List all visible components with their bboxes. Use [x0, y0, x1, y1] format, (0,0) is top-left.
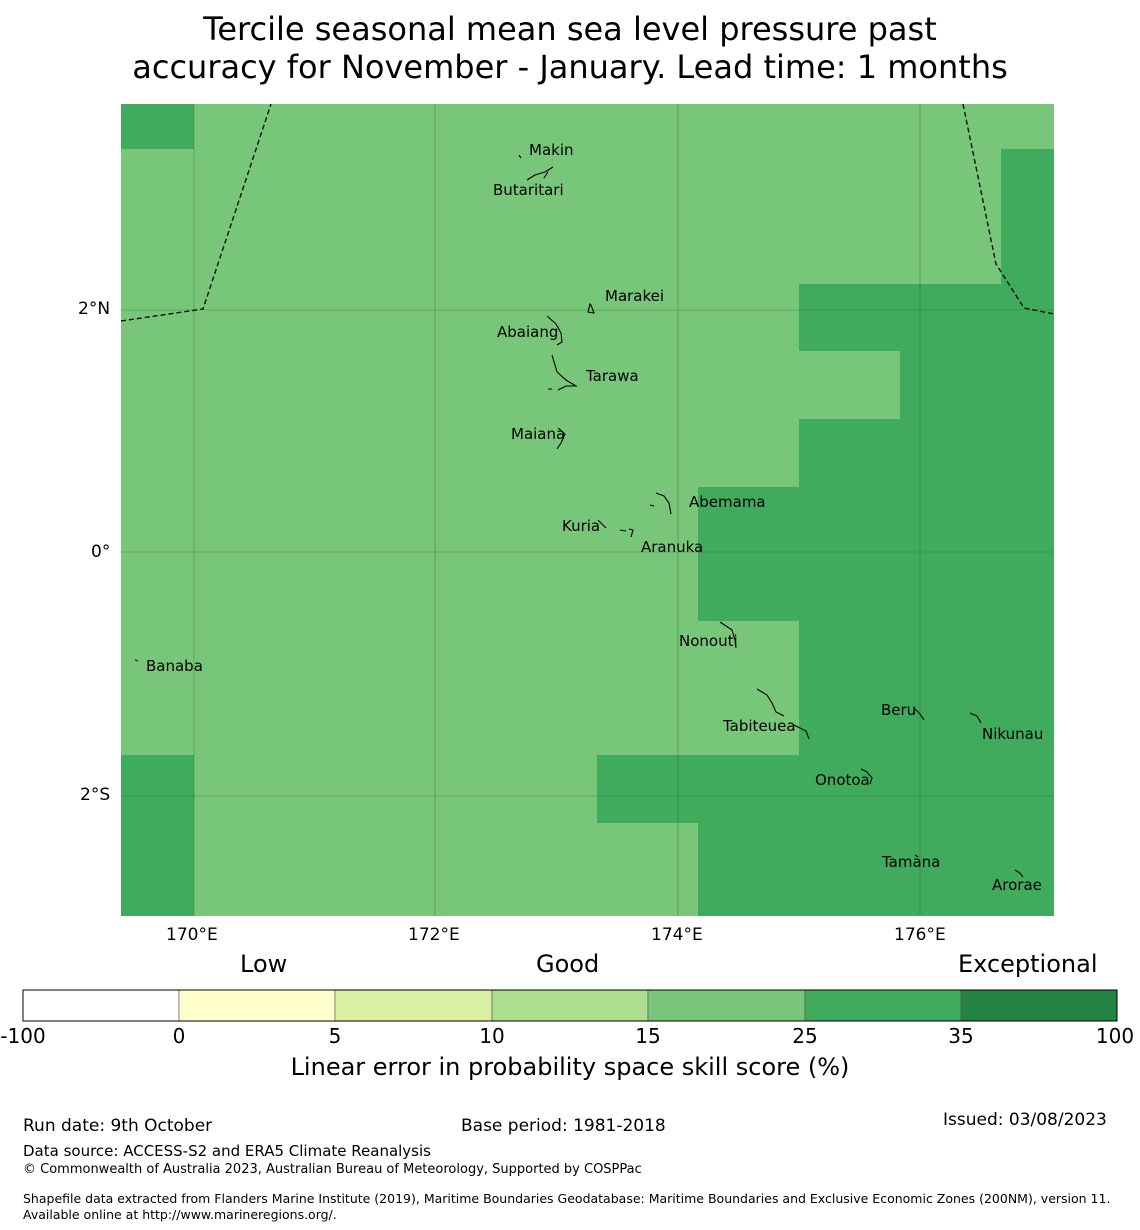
run-date: Run date: 9th October: [23, 1116, 213, 1136]
label-onotoa: Onotoa: [815, 771, 870, 789]
coast-maiana: [556, 427, 566, 450]
coast-beru: [914, 708, 925, 721]
coast-nonouti: [719, 621, 737, 649]
region-right-main-2: [900, 351, 1054, 419]
coast-kuria: [597, 519, 607, 529]
region-bottom-left: [121, 755, 194, 916]
label-tarawa: Tarawa: [585, 367, 639, 385]
colorbar-swatch-6: [960, 989, 1118, 1022]
colorbar-tick: 0: [172, 1024, 186, 1048]
colorbar-swatch-5: [804, 989, 962, 1022]
region-right-top: [1001, 149, 1054, 284]
region-right-main: [799, 284, 1054, 351]
colorbar-swatch-4: [647, 989, 806, 1022]
label-banaba: Banaba: [146, 657, 203, 675]
coast-butaritari: [526, 166, 554, 181]
x-tick-170E: 170°E: [166, 925, 218, 945]
coast-aranuka: [619, 528, 634, 538]
base-period: Base period: 1981-2018: [461, 1116, 666, 1136]
category-exceptional: Exceptional: [958, 950, 1098, 978]
coast-nikunau: [969, 712, 982, 724]
colorbar-swatch-2: [334, 989, 493, 1022]
label-arorae: Arorae: [992, 876, 1042, 894]
eez-boundary-east: [962, 103, 1055, 315]
coastlines: [134, 154, 1024, 878]
y-tick-0: 0°: [91, 542, 111, 562]
region-top-left: [121, 104, 194, 149]
label-kuria: Kuria: [562, 517, 600, 535]
copyright: © Commonwealth of Australia 2023, Austra…: [23, 1162, 642, 1177]
x-tick-176E: 176°E: [894, 925, 946, 945]
label-beru: Beru: [881, 701, 916, 719]
coast-tamana: [914, 854, 919, 858]
coast-tarawa: [548, 354, 578, 391]
region-center-right: [698, 487, 1054, 621]
coast-arorae: [1014, 869, 1024, 878]
label-makin: Makin: [529, 141, 574, 159]
map-title: Tercile seasonal mean sea level pressure…: [0, 10, 1140, 86]
label-nikunau: Nikunau: [982, 725, 1043, 743]
label-tabiteuea: Tabiteuea: [722, 717, 796, 735]
label-maiana: Maiana: [511, 425, 565, 443]
label-tamana: Tamana: [881, 853, 940, 871]
y-tick-2N: 2°N: [78, 299, 111, 319]
coast-abaiang: [546, 315, 563, 346]
colorbar-swatch-0: [22, 989, 180, 1022]
label-abaiang: Abaiang: [497, 323, 558, 341]
coast-onotoa: [860, 768, 873, 785]
colorbar-tick: 25: [792, 1024, 818, 1048]
colorbar-tick: -100: [0, 1024, 46, 1048]
exceptional-regions: [121, 104, 1054, 916]
coast-makin: [518, 154, 522, 159]
region-right-lower: [799, 621, 1054, 755]
colorbar-label: Linear error in probability space skill …: [290, 1053, 850, 1081]
y-tick-2S: 2°S: [80, 785, 111, 805]
coast-marakei: [587, 302, 595, 314]
colorbar-tick: 100: [1095, 1024, 1135, 1048]
coast-tabiteuea: [756, 688, 810, 740]
label-nonouti: Nonouti: [679, 632, 738, 650]
region-bottom-right: [698, 823, 1054, 916]
coast-banaba: [134, 659, 139, 662]
label-aranuka: Aranuka: [641, 538, 703, 556]
label-butaritari: Butaritari: [493, 181, 564, 199]
colorbar-swatch-1: [178, 989, 336, 1022]
coast-abemama: [649, 492, 672, 515]
label-marakei: Marakei: [605, 287, 664, 305]
eez-boundary-west: [120, 103, 272, 322]
title-line-2: accuracy for November - January. Lead ti…: [132, 48, 1008, 86]
colorbar-tick: 10: [479, 1024, 505, 1048]
colorbar-tick: 35: [948, 1024, 974, 1048]
eez-boundaries: [120, 103, 1055, 322]
category-low: Low: [240, 950, 288, 978]
colorbar-tick: 15: [635, 1024, 661, 1048]
colorbar-outline: [22, 989, 1118, 1022]
label-abemama: Abemama: [689, 493, 766, 511]
region-right-main-3: [799, 419, 1054, 487]
title-line-1: Tercile seasonal mean sea level pressure…: [203, 10, 937, 48]
colorbar-tick: 5: [328, 1024, 342, 1048]
colorbar: [22, 989, 1118, 1022]
region-bottom-strip: [597, 755, 1054, 823]
issued-date: Issued: 03/08/2023: [943, 1110, 1107, 1130]
x-tick-172E: 172°E: [408, 925, 460, 945]
data-source: Data source: ACCESS-S2 and ERA5 Climate …: [23, 1142, 431, 1160]
colorbar-swatch-3: [491, 989, 649, 1022]
shapefile-note: Shapefile data extracted from Flanders M…: [23, 1191, 1111, 1222]
place-labels: Makin Butaritari Marakei Abaiang Tarawa …: [146, 141, 1043, 894]
x-tick-174E: 174°E: [651, 925, 703, 945]
graticule: [121, 104, 1054, 916]
category-good: Good: [536, 950, 600, 978]
